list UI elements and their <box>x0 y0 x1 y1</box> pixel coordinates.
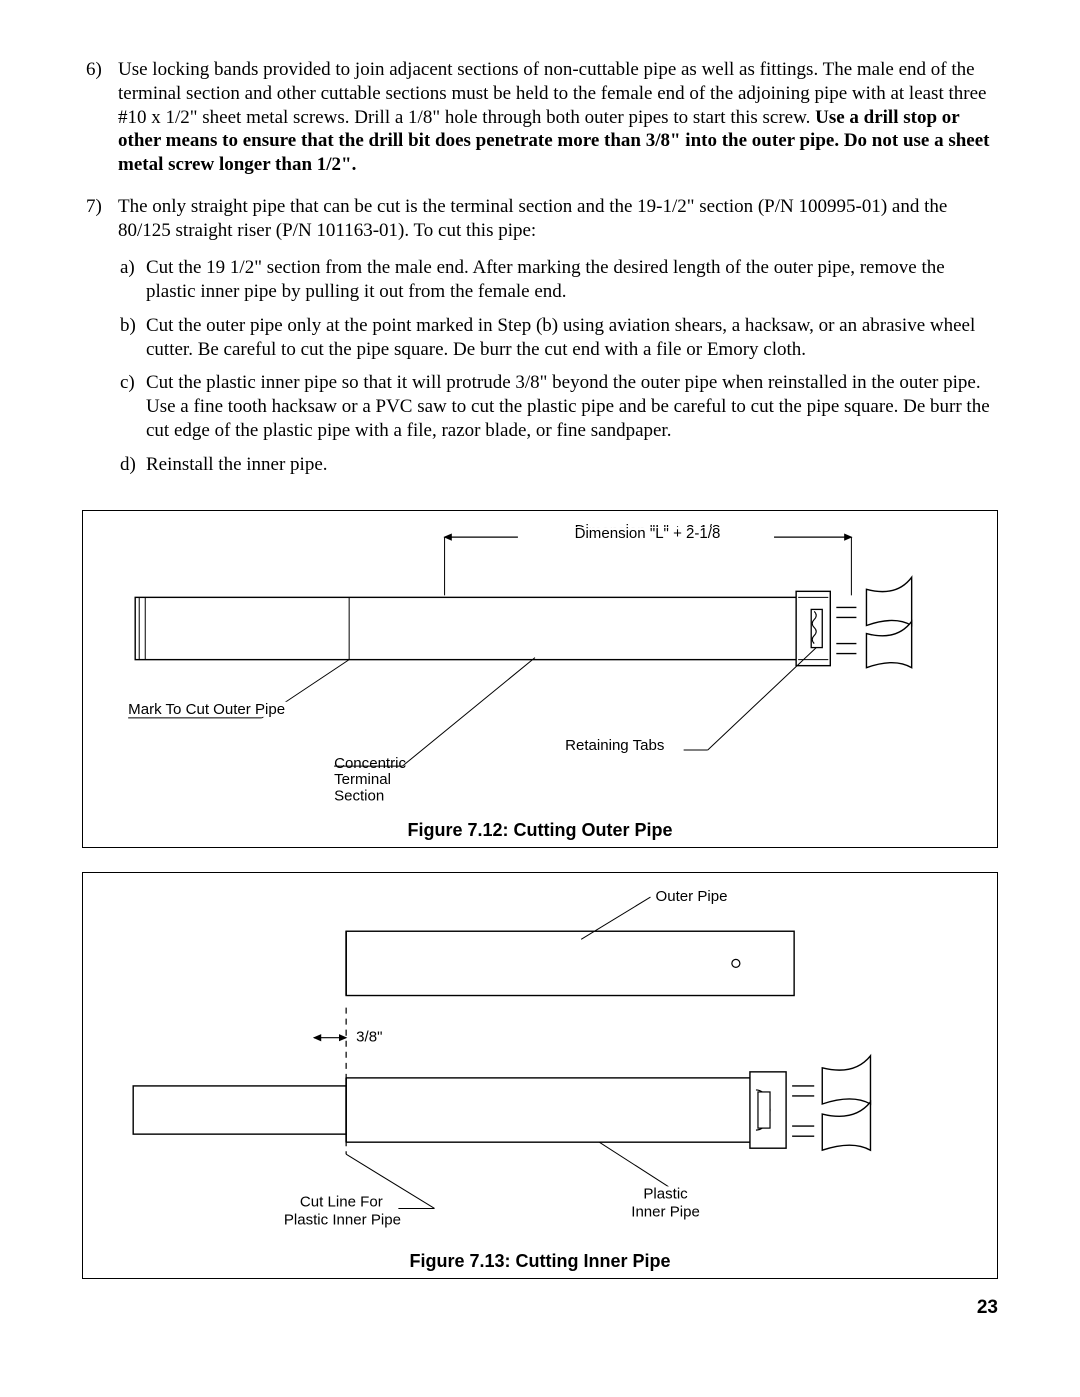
svg-text:Outer Pipe: Outer Pipe <box>656 888 728 905</box>
page-number: 23 <box>82 1297 998 1319</box>
figure-7-12-caption: Figure 7.12: Cutting Outer Pipe <box>93 820 987 841</box>
svg-text:Plastic Inner Pipe: Plastic Inner Pipe <box>284 1211 401 1228</box>
sub-text: Reinstall the inner pipe. <box>146 453 998 477</box>
sub-number: a) <box>118 256 146 304</box>
text-plain: The only straight pipe that can be cut i… <box>118 196 947 241</box>
instruction-item-6: 6) Use locking bands provided to join ad… <box>82 58 998 177</box>
sub-item-d: d) Reinstall the inner pipe. <box>118 453 998 477</box>
list-number: 6) <box>82 58 118 177</box>
svg-text:Inner Pipe: Inner Pipe <box>631 1203 700 1220</box>
sub-number: d) <box>118 453 146 477</box>
svg-text:Plastic: Plastic <box>643 1185 688 1202</box>
list-body: The only straight pipe that can be cut i… <box>118 195 998 487</box>
sub-item-b: b) Cut the outer pipe only at the point … <box>118 314 998 362</box>
svg-text:Mark To Cut Outer Pipe: Mark To Cut Outer Pipe <box>128 701 285 718</box>
sub-item-a: a) Cut the 19 1/2" section from the male… <box>118 256 998 304</box>
figure-7-12-diagram: Dimension "L" + 2-1/8 Dimension "L" + 2-… <box>93 517 987 813</box>
instruction-list: 6) Use locking bands provided to join ad… <box>82 58 998 486</box>
sub-number: c) <box>118 371 146 442</box>
svg-text:Concentric: Concentric <box>334 755 406 772</box>
figure-7-13-diagram: Outer Pipe 3/8" <box>93 879 987 1246</box>
sub-number: b) <box>118 314 146 362</box>
page: 6) Use locking bands provided to join ad… <box>0 0 1080 1349</box>
figure-7-12: Dimension "L" + 2-1/8 Dimension "L" + 2-… <box>82 510 998 847</box>
figure-7-13-caption: Figure 7.13: Cutting Inner Pipe <box>93 1251 987 1272</box>
list-body: Use locking bands provided to join adjac… <box>118 58 998 177</box>
svg-text:Retaining Tabs: Retaining Tabs <box>565 737 664 754</box>
svg-text:Section: Section <box>334 788 384 805</box>
sub-text: Cut the outer pipe only at the point mar… <box>146 314 998 362</box>
sub-item-c: c) Cut the plastic inner pipe so that it… <box>118 371 998 442</box>
dim-label: Dimension "L" + 2-1/8 <box>575 525 721 542</box>
sub-text: Cut the plastic inner pipe so that it wi… <box>146 371 998 442</box>
list-number: 7) <box>82 195 118 487</box>
svg-text:Terminal: Terminal <box>334 771 391 788</box>
svg-text:Cut Line For: Cut Line For <box>300 1193 383 1210</box>
figure-7-13: Outer Pipe 3/8" <box>82 872 998 1280</box>
instruction-item-7: 7) The only straight pipe that can be cu… <box>82 195 998 487</box>
sub-text: Cut the 19 1/2" section from the male en… <box>146 256 998 304</box>
sub-list: a) Cut the 19 1/2" section from the male… <box>118 256 998 476</box>
svg-text:3/8": 3/8" <box>356 1028 382 1045</box>
